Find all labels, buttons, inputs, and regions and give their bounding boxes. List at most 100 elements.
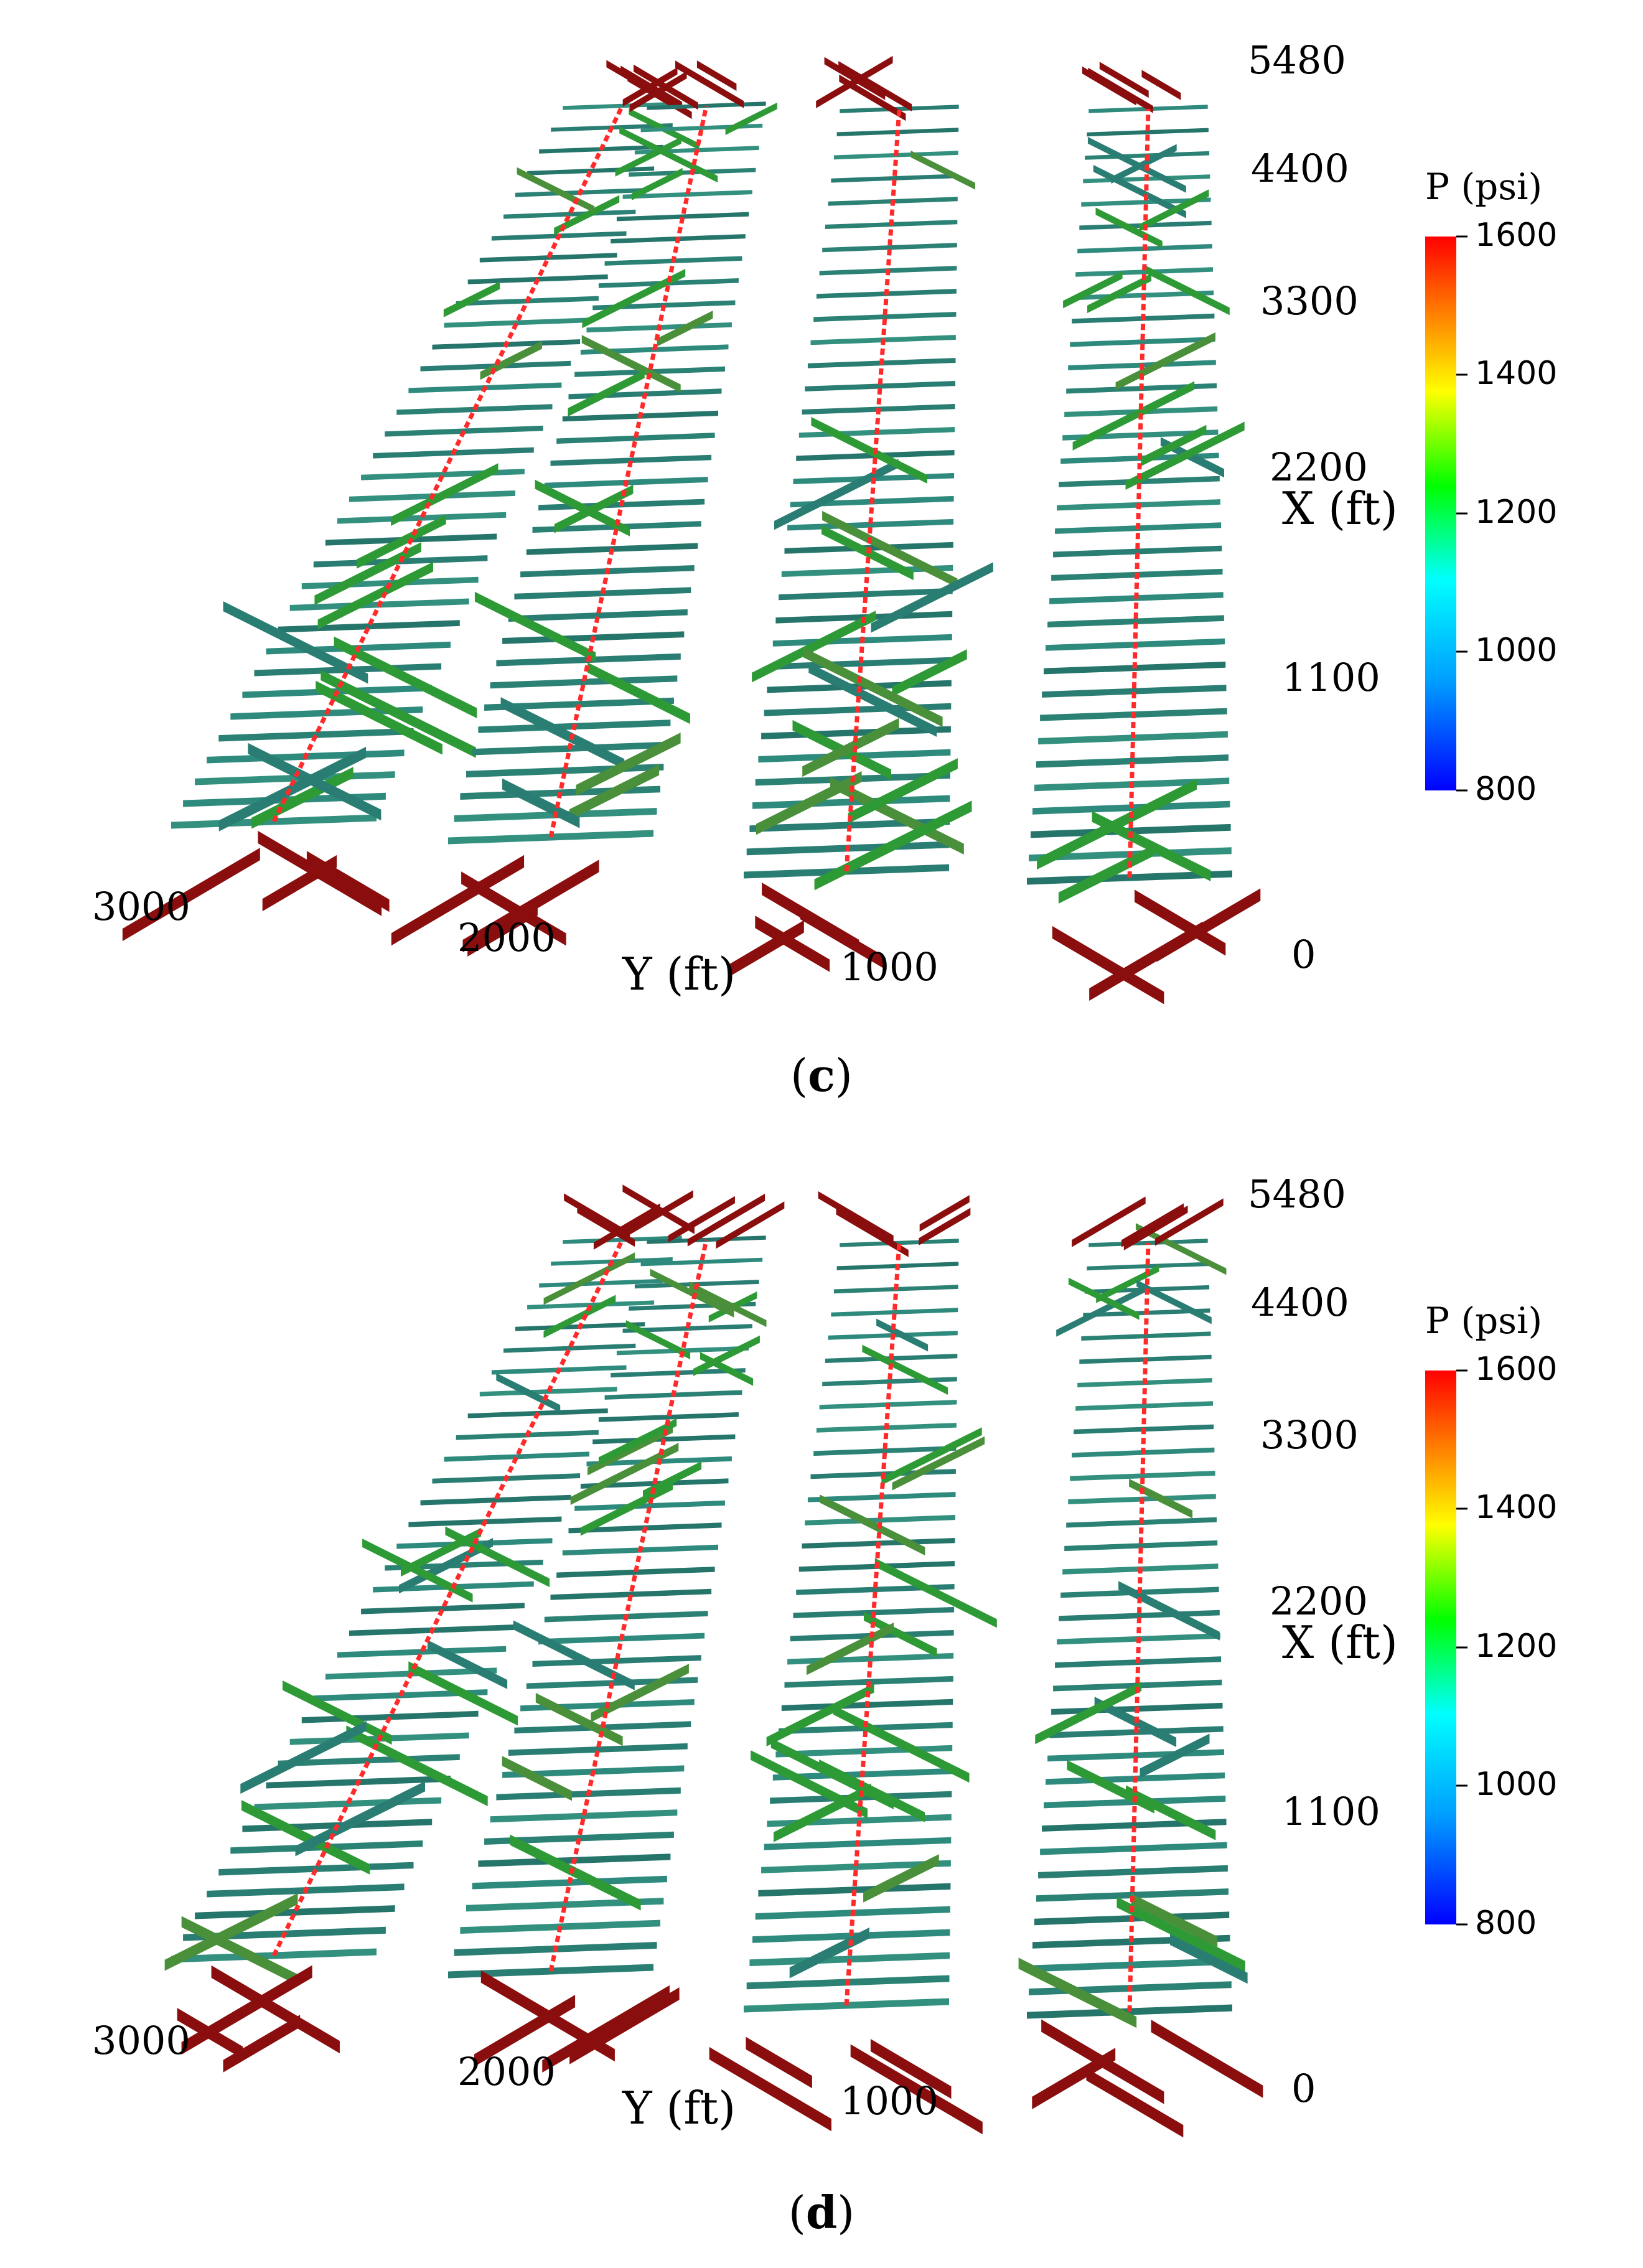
high-pressure-fracture (1135, 889, 1226, 956)
hydraulic-fracture (479, 253, 617, 263)
natural-fracture (811, 416, 927, 484)
natural-fracture (1141, 424, 1207, 467)
y-tick-label: 2000 (457, 915, 556, 960)
natural-fracture (427, 1639, 508, 1689)
high-pressure-fracture (709, 2046, 831, 2132)
natural-fracture (862, 1344, 948, 1395)
natural-fracture (774, 1783, 871, 1842)
hydraulic-fracture (761, 1860, 951, 1873)
hydraulic-fracture (503, 209, 636, 219)
hydraulic-fracture (622, 1324, 752, 1333)
high-pressure-fracture (634, 64, 698, 110)
hydraulic-fracture (805, 381, 955, 391)
fracture-3d-plot-c: 5480 4400 3300 2200 1100 X (ft) 3000 200… (92, 37, 1557, 1005)
natural-fracture (1140, 1733, 1210, 1778)
natural-fracture (619, 126, 718, 183)
natural-fracture (1131, 1893, 1218, 1947)
x-tick-label: 2200 (1270, 1578, 1368, 1624)
natural-fracture (822, 510, 958, 588)
hydraulic-fracture (1087, 128, 1209, 137)
y-tick-label: 2000 (457, 2049, 556, 2094)
natural-fracture (864, 1611, 937, 1657)
natural-fracture (362, 1539, 473, 1603)
natural-fracture (1136, 1280, 1212, 1324)
hydraulic-fracture (1070, 1471, 1215, 1481)
hydraulic-fracture (218, 728, 414, 742)
natural-fracture (1125, 421, 1245, 490)
high-pressure-fracture (122, 848, 260, 942)
natural-fracture (223, 601, 368, 684)
natural-fracture (774, 459, 899, 530)
natural-fracture (874, 1558, 997, 1628)
x-tick-label: 4400 (1251, 146, 1349, 191)
hydraulic-fracture (813, 1446, 957, 1456)
hydraulic-fracture (550, 454, 712, 466)
hydraulic-fracture (508, 609, 688, 622)
colorbar-tick-label: 1000 (1475, 632, 1557, 669)
high-pressure-fracture (838, 61, 912, 111)
hydraulic-fracture (752, 1929, 950, 1943)
hydraulic-fracture (1087, 1262, 1209, 1271)
hydraulic-fracture (779, 588, 953, 601)
natural-fracture (251, 767, 353, 829)
horizontal-well (548, 1239, 709, 1972)
hydraulic-fracture (503, 1343, 636, 1353)
natural-fracture (752, 611, 876, 683)
natural-fracture (615, 136, 681, 177)
high-pressure-fracture (687, 1193, 765, 1247)
natural-fracture (1126, 1785, 1216, 1840)
hydraulic-fracture (822, 243, 957, 253)
high-pressure-fracture (1121, 1203, 1184, 1247)
horizontal-well (271, 1239, 625, 1957)
high-pressure-fracture (569, 1987, 680, 2064)
high-pressure-fracture (606, 60, 675, 108)
natural-fracture (1092, 810, 1211, 881)
hydraulic-fracture (1031, 1957, 1231, 1972)
natural-fracture (1093, 164, 1186, 218)
high-pressure-fracture (1052, 925, 1164, 1005)
natural-fracture (218, 746, 367, 832)
high-pressure-fracture (306, 851, 390, 912)
hydraulic-fracture (532, 1655, 701, 1667)
hydraulic-fracture (831, 174, 958, 183)
natural-fracture (554, 484, 634, 533)
chart-panel-c: 5480 4400 3300 2200 1100 X (ft) 3000 200… (0, 0, 1643, 1102)
high-pressure-fracture (181, 1965, 312, 2055)
natural-fracture (535, 479, 630, 537)
colorbar-title: P (psi) (1425, 1300, 1542, 1342)
hydraulic-fracture (556, 1567, 715, 1578)
hydraulic-fracture (1081, 197, 1211, 207)
high-pressure-fracture (461, 871, 566, 946)
natural-fracture (474, 591, 596, 662)
high-pressure-fracture (1154, 1198, 1224, 1246)
natural-fracture (876, 1318, 929, 1352)
high-pressure-fracture (870, 2039, 952, 2099)
natural-fracture (569, 764, 660, 820)
high-pressure-fracture (755, 916, 830, 972)
natural-fracture (580, 1481, 673, 1536)
hydraulic-fracture (508, 1743, 688, 1756)
natural-fracture (334, 636, 477, 719)
colorbar (1425, 1371, 1456, 1924)
colorbar-ticks (1456, 1369, 1467, 1926)
natural-fracture (1135, 1223, 1227, 1275)
natural-fracture (316, 680, 442, 755)
hydraulic-fracture (479, 1387, 617, 1397)
natural-fracture (554, 195, 620, 235)
x-tick-label: 3300 (1260, 278, 1359, 324)
hydraulic-fracture (640, 1257, 763, 1267)
hydraulic-fracture (563, 1235, 682, 1244)
natural-fracture (283, 1680, 392, 1745)
natural-fracture (871, 562, 993, 633)
natural-fracture (535, 1693, 623, 1746)
horizontal-well (844, 108, 902, 872)
x-tick-label: 5480 (1248, 1171, 1346, 1217)
natural-fracture (1116, 1896, 1245, 1972)
x-tick-label: 5480 (1248, 37, 1346, 83)
colorbar-tick-label: 1000 (1475, 1766, 1557, 1803)
natural-fracture (807, 1623, 894, 1675)
x-tick-label: 1100 (1282, 655, 1380, 700)
natural-fracture (1018, 1957, 1137, 2028)
colorbar-tick-label: 1600 (1475, 217, 1557, 254)
hydraulic-fracture (556, 433, 715, 444)
